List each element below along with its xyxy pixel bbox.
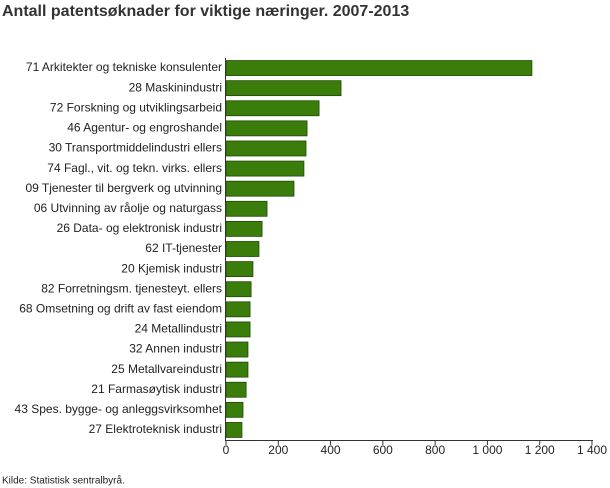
y-tick-label: 43 Spes. bygge- og anleggsvirksomhet: [15, 402, 223, 416]
x-tick-label: 800: [425, 443, 445, 457]
y-tick-label: 32 Annen industri: [129, 342, 222, 356]
y-tick-label: 21 Farmasøytisk industri: [91, 382, 222, 396]
x-tick-label: 400: [321, 443, 341, 457]
bar: [225, 100, 320, 117]
bar: [225, 361, 249, 378]
y-tick-label: 24 Metallindustri: [135, 322, 222, 336]
y-tick-label: 72 Forskning og utviklingsarbeid: [50, 100, 222, 114]
x-tick-label: 1 200: [525, 443, 555, 457]
bar: [225, 60, 533, 76]
y-tick-label: 28 Maskinindustri: [129, 80, 222, 94]
y-tick-label: 09 Tjenester til bergverk og utvinning: [25, 181, 222, 195]
y-tick-label: 71 Arkitekter og tekniske konsulenter: [26, 60, 222, 74]
y-tick-label: 20 Kjemisk industri: [121, 261, 222, 275]
x-tick-label: 600: [373, 443, 393, 457]
bar: [225, 180, 295, 197]
bar: [225, 281, 252, 298]
x-tick-label: 0: [223, 443, 230, 457]
bar: [225, 241, 260, 257]
y-tick-label: 68 Omsetning og drift av fast eiendom: [19, 301, 222, 315]
bar: [225, 301, 251, 318]
x-tick-label: 1 000: [472, 443, 502, 457]
y-tick-label: 82 Forretningsm. tjenesteyt. ellers: [41, 281, 222, 295]
y-tick-label: 30 Transportmiddelindustri ellers: [49, 141, 222, 155]
bar: [225, 422, 243, 438]
y-tick-label: 46 Agentur- og engroshandel: [67, 121, 222, 135]
y-tick-label: 06 Utvinning av råolje og naturgass: [34, 201, 222, 215]
bar: [225, 261, 254, 278]
y-tick-label: 25 Metallvareindustri: [111, 362, 222, 376]
x-tick-label: 1 400: [577, 443, 607, 457]
bar: [225, 401, 244, 418]
y-tick-label: 26 Data- og elektronisk industri: [57, 221, 222, 235]
y-tick-label: 62 IT-tjenester: [145, 241, 222, 255]
bar: [225, 200, 268, 217]
bar: [225, 80, 342, 97]
chart-title: Antall patentsøknader for viktige næring…: [2, 3, 409, 20]
x-tick-label: 200: [268, 443, 288, 457]
bar: [225, 341, 249, 358]
bar: [225, 381, 247, 398]
source-note: Kilde: Statistisk sentralbyrå.: [2, 475, 125, 487]
bar: [225, 140, 307, 157]
bar: [225, 321, 251, 338]
bar: [225, 120, 308, 137]
y-tick-label: 27 Elektroteknisk industri: [89, 422, 222, 436]
y-tick-label: 74 Fagl., vit. og tekn. virks. ellers: [47, 161, 222, 175]
bar: [225, 160, 305, 177]
bar: [225, 220, 263, 237]
